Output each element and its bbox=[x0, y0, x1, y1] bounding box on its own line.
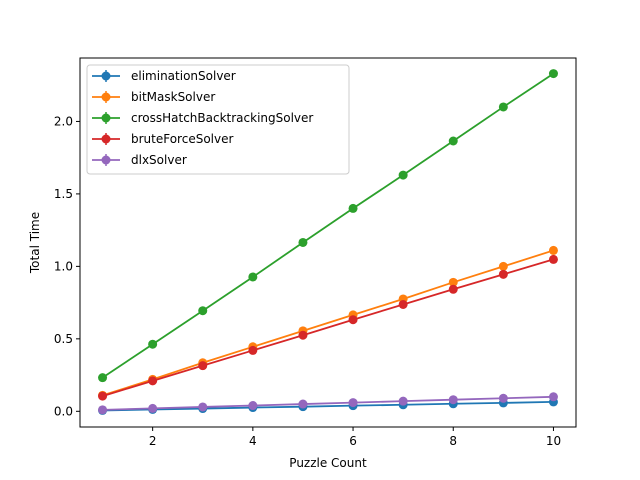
data-point bbox=[148, 376, 158, 386]
legend-entry: bruteForceSolver bbox=[92, 132, 233, 146]
y-axis-ticks: 0.0 0.5 1.0 1.5 2.0 bbox=[54, 114, 80, 418]
legend-entry: eliminationSolver bbox=[92, 69, 236, 83]
legend-entry: dlxSolver bbox=[92, 153, 187, 167]
data-point bbox=[348, 398, 358, 408]
legend-label: bitMaskSolver bbox=[131, 90, 215, 104]
data-point bbox=[498, 102, 508, 112]
data-point bbox=[448, 277, 458, 287]
data-point bbox=[148, 339, 158, 349]
data-point bbox=[248, 401, 258, 411]
data-point bbox=[148, 403, 158, 413]
data-point bbox=[498, 393, 508, 403]
data-point bbox=[548, 245, 558, 255]
y-tick-label: 2.0 bbox=[54, 114, 73, 128]
data-point bbox=[98, 405, 108, 415]
data-point bbox=[298, 237, 308, 247]
legend-marker bbox=[101, 134, 111, 144]
data-point bbox=[98, 391, 108, 401]
plot-lines bbox=[98, 69, 558, 415]
legend-marker bbox=[101, 71, 111, 81]
series-line bbox=[102, 249, 554, 397]
legend-label: eliminationSolver bbox=[131, 69, 236, 83]
data-point bbox=[498, 261, 508, 271]
data-point bbox=[248, 345, 258, 355]
data-point bbox=[198, 402, 208, 412]
data-point bbox=[498, 269, 508, 279]
x-axis-ticks: 2 4 6 8 10 bbox=[149, 427, 561, 448]
y-axis-label: Total Time bbox=[28, 212, 42, 274]
series-crossHatchBacktrackingSolver bbox=[98, 69, 558, 383]
data-point bbox=[348, 203, 358, 213]
y-tick-label: 0.0 bbox=[54, 404, 73, 418]
x-tick-label: 2 bbox=[149, 434, 157, 448]
axes-frame bbox=[79, 57, 577, 428]
legend-label: bruteForceSolver bbox=[131, 132, 233, 146]
legend-entry: bitMaskSolver bbox=[92, 90, 215, 104]
x-tick-label: 10 bbox=[546, 434, 561, 448]
series-bruteForceSolver bbox=[98, 254, 558, 401]
y-tick-label: 1.5 bbox=[54, 187, 73, 201]
series-line bbox=[102, 258, 554, 397]
y-tick-label: 1.0 bbox=[54, 259, 73, 273]
legend-label: dlxSolver bbox=[131, 153, 187, 167]
series-line bbox=[102, 395, 554, 411]
data-point bbox=[248, 272, 258, 282]
x-tick-label: 4 bbox=[249, 434, 257, 448]
data-point bbox=[398, 396, 408, 406]
x-tick-label: 6 bbox=[349, 434, 357, 448]
series-line bbox=[102, 400, 554, 412]
legend-entry: crossHatchBacktrackingSolver bbox=[92, 111, 313, 125]
legend-label: crossHatchBacktrackingSolver bbox=[131, 111, 313, 125]
data-point bbox=[298, 330, 308, 340]
legend: eliminationSolver bitMaskSolver crossHatch… bbox=[86, 64, 350, 175]
legend-marker bbox=[101, 155, 111, 165]
data-point bbox=[448, 284, 458, 294]
x-axis-label: Puzzle Count bbox=[289, 456, 367, 470]
data-point bbox=[98, 373, 108, 383]
data-point bbox=[398, 299, 408, 309]
series-dlxSolver bbox=[98, 392, 558, 415]
data-point bbox=[548, 392, 558, 402]
data-point bbox=[198, 361, 208, 371]
x-tick-label: 8 bbox=[449, 434, 457, 448]
data-point bbox=[198, 306, 208, 316]
data-point bbox=[398, 170, 408, 180]
data-point bbox=[348, 315, 358, 325]
data-point bbox=[448, 136, 458, 146]
y-tick-label: 0.5 bbox=[54, 332, 73, 346]
series-line bbox=[102, 72, 554, 379]
data-point bbox=[448, 395, 458, 405]
data-point bbox=[548, 254, 558, 264]
legend-box bbox=[86, 64, 350, 175]
data-point bbox=[298, 399, 308, 409]
legend-marker bbox=[101, 92, 111, 102]
legend-marker bbox=[101, 113, 111, 123]
data-point bbox=[548, 69, 558, 79]
